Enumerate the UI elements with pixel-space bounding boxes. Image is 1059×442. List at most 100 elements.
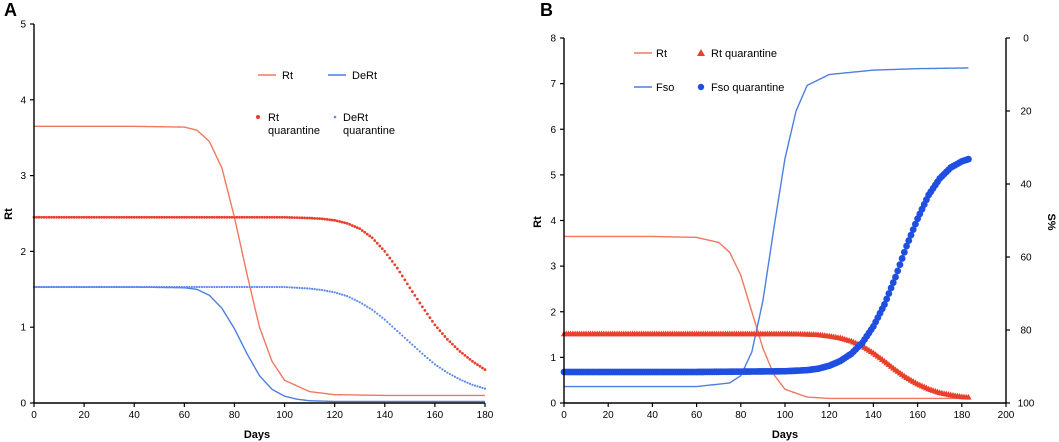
data-point bbox=[326, 289, 329, 293]
x-tick-label: 60 bbox=[691, 410, 703, 421]
data-point bbox=[118, 285, 121, 289]
data-point bbox=[435, 326, 439, 330]
data-point bbox=[133, 285, 136, 289]
legend-swatch-dert-quarantine bbox=[333, 115, 337, 119]
data-point bbox=[258, 285, 261, 289]
data-point bbox=[195, 285, 198, 289]
y-tick-label: 5 bbox=[550, 170, 556, 181]
data-point bbox=[896, 261, 904, 269]
panel-b-x-axis-label: Days bbox=[772, 429, 798, 441]
y-tick-label: 5 bbox=[20, 20, 26, 31]
panel-b-legend: Rt Rt quarantine Fso Fso quarantine bbox=[634, 48, 784, 94]
data-point bbox=[265, 215, 269, 219]
data-point bbox=[67, 215, 71, 219]
data-point bbox=[98, 285, 101, 289]
data-point bbox=[458, 378, 462, 381]
y-tick-label: 6 bbox=[550, 125, 556, 136]
data-point bbox=[358, 301, 361, 304]
data-point bbox=[481, 386, 484, 389]
legend-label-dert-quarantine-line2: quarantine bbox=[343, 125, 395, 137]
data-point bbox=[240, 285, 244, 289]
data-point bbox=[461, 379, 464, 382]
data-point bbox=[80, 215, 84, 219]
data-point bbox=[275, 285, 279, 289]
data-point bbox=[182, 215, 186, 219]
data-point bbox=[403, 278, 407, 282]
data-point bbox=[122, 215, 126, 219]
data-point bbox=[220, 215, 224, 219]
data-point bbox=[373, 239, 377, 242]
data-point bbox=[341, 293, 344, 296]
data-point bbox=[95, 285, 98, 289]
data-point bbox=[316, 288, 319, 291]
data-point bbox=[368, 307, 371, 310]
data-point bbox=[298, 286, 301, 290]
data-point bbox=[310, 216, 314, 220]
data-point bbox=[258, 215, 261, 219]
data-point bbox=[413, 345, 416, 349]
x-tick-label: 140 bbox=[376, 410, 393, 421]
panel-b-letter: B bbox=[540, 0, 553, 20]
data-point bbox=[451, 374, 454, 377]
y-tick-label: 0 bbox=[20, 399, 26, 410]
x-tick-label: 160 bbox=[427, 410, 444, 421]
data-point bbox=[466, 381, 469, 384]
data-point bbox=[90, 215, 94, 219]
data-point bbox=[112, 215, 116, 219]
data-point bbox=[90, 285, 93, 289]
data-point bbox=[205, 215, 209, 219]
data-point bbox=[453, 345, 457, 348]
data-point bbox=[340, 220, 344, 224]
data-point bbox=[398, 332, 401, 335]
data-point bbox=[185, 285, 188, 289]
panel-b-y-axis-label: Rt bbox=[532, 216, 544, 228]
series-rt bbox=[34, 125, 485, 397]
data-point bbox=[408, 286, 412, 290]
legend-label-b-fso-quarantine: Fso quarantine bbox=[711, 82, 784, 94]
data-point bbox=[42, 285, 46, 289]
data-point bbox=[37, 215, 41, 219]
data-point bbox=[425, 312, 429, 316]
data-point bbox=[305, 216, 309, 220]
data-point bbox=[423, 354, 426, 357]
data-point bbox=[115, 285, 118, 289]
data-point bbox=[163, 285, 166, 289]
data-point bbox=[330, 218, 334, 222]
data-point bbox=[213, 285, 216, 289]
data-point bbox=[42, 215, 46, 219]
data-point bbox=[894, 267, 902, 275]
data-point bbox=[210, 215, 214, 219]
series-rt-quarantine bbox=[32, 215, 487, 372]
x-tick-label: 20 bbox=[79, 410, 91, 421]
data-point bbox=[315, 217, 319, 220]
data-point bbox=[415, 297, 419, 301]
data-point bbox=[117, 215, 121, 219]
data-point bbox=[100, 215, 104, 219]
data-point bbox=[368, 234, 372, 238]
data-point bbox=[85, 285, 88, 289]
data-point bbox=[338, 220, 342, 223]
data-point bbox=[165, 285, 168, 289]
data-point bbox=[313, 288, 316, 291]
data-point bbox=[180, 285, 183, 289]
data-point bbox=[210, 285, 213, 289]
data-point bbox=[190, 215, 194, 219]
y-tick-label: 4 bbox=[550, 216, 556, 227]
data-point bbox=[413, 293, 417, 297]
data-point bbox=[408, 341, 411, 344]
data-point bbox=[436, 364, 439, 368]
data-point bbox=[83, 285, 86, 289]
data-point bbox=[348, 223, 352, 226]
data-point bbox=[393, 327, 396, 330]
data-point bbox=[383, 318, 386, 321]
x-tick-label: 40 bbox=[647, 410, 659, 421]
x-tick-label: 80 bbox=[229, 410, 241, 421]
data-point bbox=[410, 290, 414, 293]
data-point bbox=[223, 285, 226, 289]
data-point bbox=[145, 285, 148, 289]
data-point bbox=[250, 215, 254, 219]
data-point bbox=[273, 215, 276, 219]
data-point bbox=[228, 285, 231, 289]
data-point bbox=[283, 215, 286, 219]
